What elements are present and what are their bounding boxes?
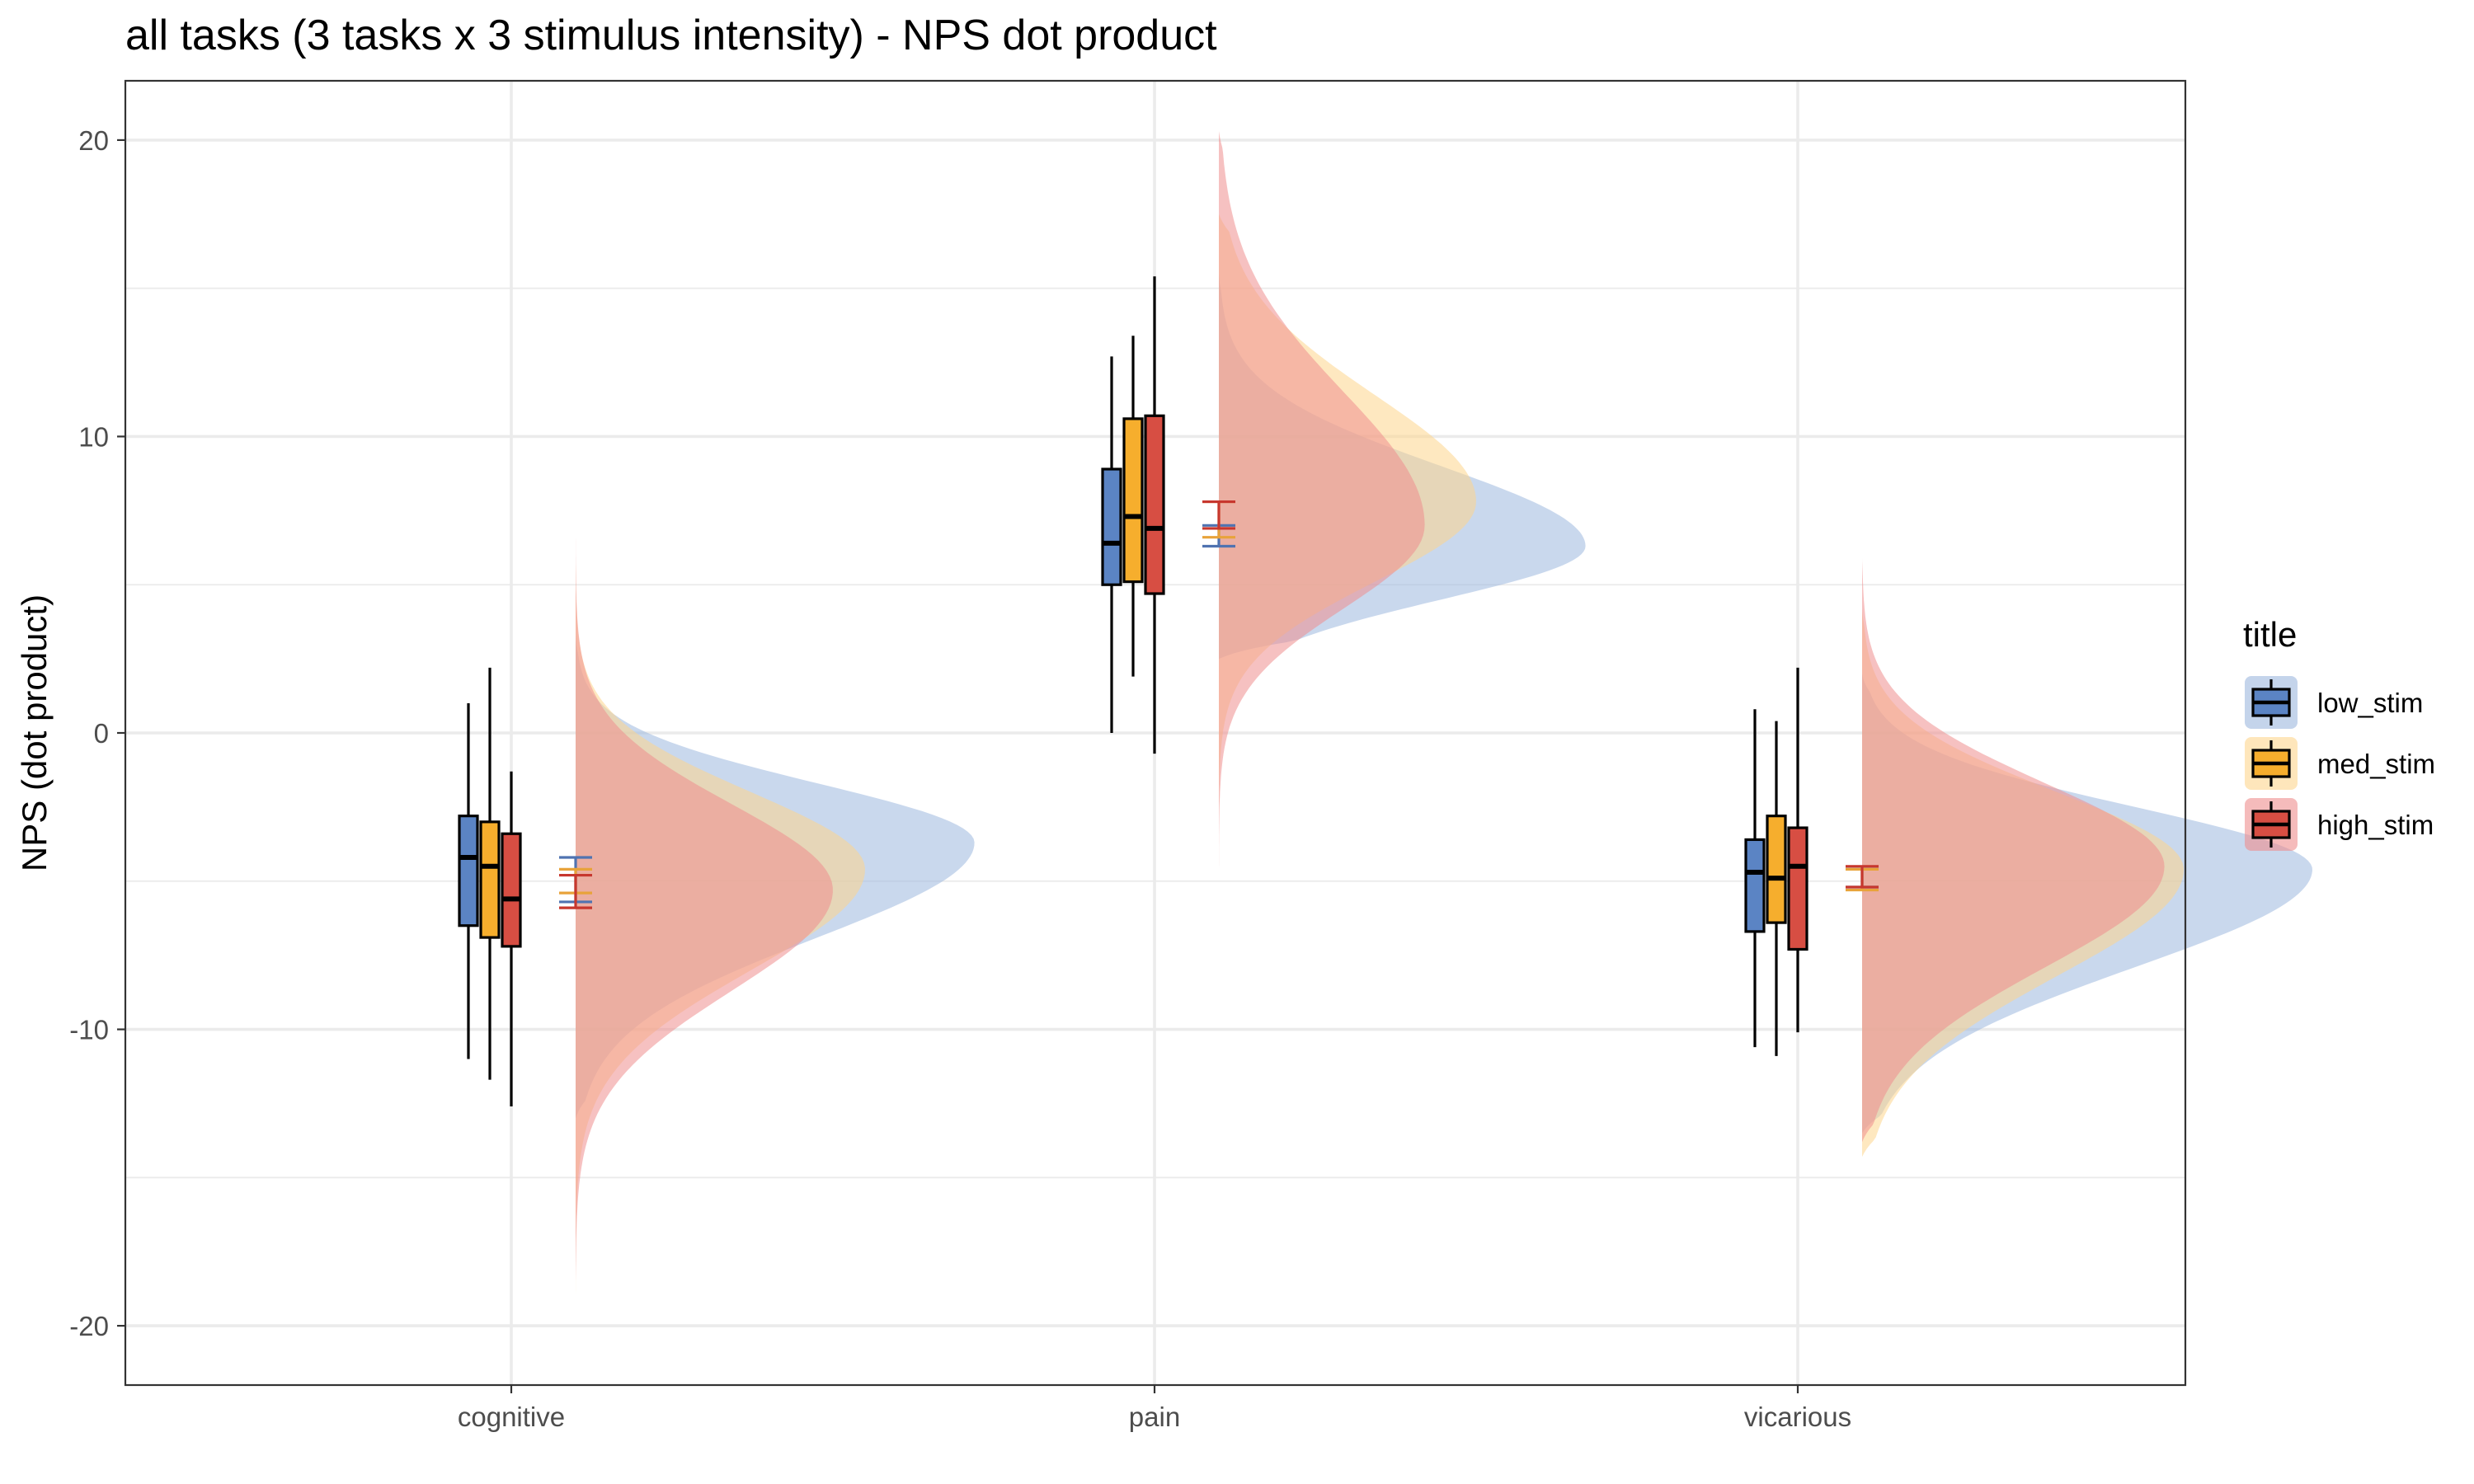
legend-title: title xyxy=(2243,615,2297,654)
legend: title low_stim med_stim high_stim xyxy=(2243,615,2435,851)
x-tick-label-vicarious: vicarious xyxy=(1744,1402,1851,1432)
density-cloud-high_stim-cognitive xyxy=(576,525,833,1282)
box-med_stim-cognitive xyxy=(479,820,501,939)
y-tick-label: 20 xyxy=(78,125,109,156)
y-tick-label: -20 xyxy=(69,1311,109,1341)
legend-label-high_stim: high_stim xyxy=(2317,810,2434,840)
legend-label-low_stim: low_stim xyxy=(2317,688,2423,718)
box-high_stim-cognitive xyxy=(501,832,522,948)
y-tick-label: 0 xyxy=(94,718,109,749)
y-axis: -20 -10 0 10 20 xyxy=(69,125,125,1341)
legend-label-med_stim: med_stim xyxy=(2317,749,2435,779)
x-tick-label-cognitive: cognitive xyxy=(458,1402,565,1432)
box-high_stim-pain xyxy=(1144,414,1165,595)
box-med_stim-vicarious xyxy=(1766,815,1787,924)
x-tick-label-pain: pain xyxy=(1129,1402,1180,1432)
x-axis: cognitive pain vicarious xyxy=(458,1385,1851,1432)
y-tick-label: 10 xyxy=(78,421,109,452)
box-low_stim-cognitive xyxy=(458,815,479,928)
box-high_stim-vicarious xyxy=(1787,826,1808,951)
chart-title: all tasks (3 tasks x 3 stimulus intensit… xyxy=(125,12,1217,59)
box-low_stim-vicarious xyxy=(1744,838,1766,933)
density-clouds xyxy=(576,131,2312,1312)
box-low_stim-pain xyxy=(1101,467,1122,586)
y-tick-label: -10 xyxy=(69,1015,109,1045)
box-med_stim-pain xyxy=(1122,417,1144,584)
mean-error-bars xyxy=(559,500,1879,909)
density-cloud-high_stim-vicarious xyxy=(1862,557,2165,1143)
boxplots xyxy=(458,276,1808,1107)
density-cloud-high_stim-pain xyxy=(1219,131,1425,896)
plot-panel xyxy=(124,79,2312,1387)
y-axis-title: NPS (dot product) xyxy=(15,594,54,871)
